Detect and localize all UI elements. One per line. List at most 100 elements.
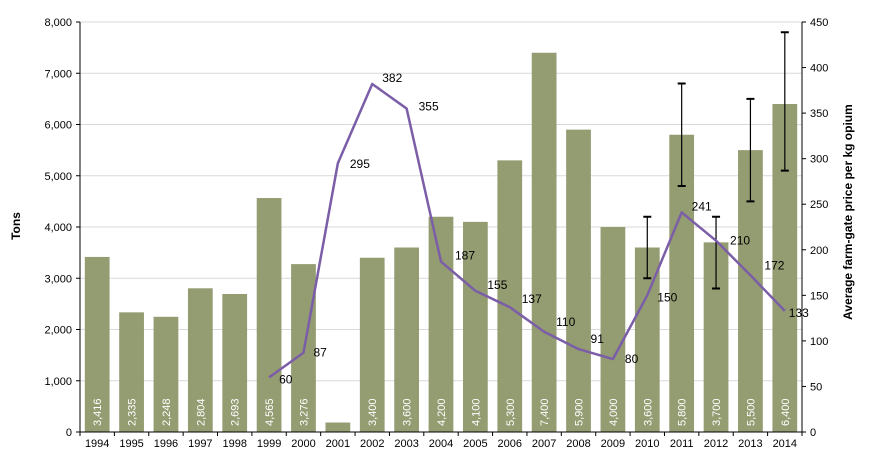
x-tick-label-2000: 2000 bbox=[291, 438, 315, 450]
axes bbox=[76, 21, 806, 436]
x-tick-label-2007: 2007 bbox=[532, 438, 556, 450]
right-tick-label: 300 bbox=[810, 154, 828, 166]
bar-label-2002: 3,400 bbox=[367, 398, 379, 426]
bar-1997 bbox=[187, 288, 213, 432]
right-tick-label: 50 bbox=[810, 381, 822, 393]
x-tick-label-1999: 1999 bbox=[257, 438, 281, 450]
price-label-2009: 80 bbox=[625, 352, 639, 366]
bar-label-2006: 5,300 bbox=[505, 398, 517, 426]
x-tick-label-2013: 2013 bbox=[738, 438, 762, 450]
bar-label-2011: 5,800 bbox=[677, 398, 689, 426]
left-tick-label: 6,000 bbox=[44, 120, 72, 132]
bar-1996 bbox=[153, 316, 179, 432]
bar-1998 bbox=[222, 293, 248, 432]
right-tick-label: 0 bbox=[810, 427, 816, 439]
bar-2001 bbox=[325, 422, 351, 432]
x-tick-label-2002: 2002 bbox=[360, 438, 384, 450]
price-label-2007: 110 bbox=[556, 315, 575, 329]
x-tick-label-2009: 2009 bbox=[601, 438, 625, 450]
bar-label-2008: 5,900 bbox=[574, 398, 586, 426]
x-tick-label-2001: 2001 bbox=[326, 438, 350, 450]
right-tick-label: 200 bbox=[810, 245, 828, 257]
price-line bbox=[268, 82, 786, 379]
bar-label-2010: 3,600 bbox=[642, 398, 654, 426]
price-label-2006: 137 bbox=[522, 292, 542, 306]
x-tick-label-2014: 2014 bbox=[773, 438, 797, 450]
right-tick-label: 150 bbox=[810, 290, 828, 302]
y-axis-left-title: Tons bbox=[9, 212, 23, 240]
price-label-2012: 210 bbox=[730, 234, 750, 248]
bar-label-2005: 4,100 bbox=[470, 398, 482, 426]
bar-2009 bbox=[600, 227, 626, 432]
bar-label-1996: 2,248 bbox=[161, 398, 173, 426]
bar-label-1994: 3,416 bbox=[92, 398, 104, 426]
x-tick-label-1998: 1998 bbox=[222, 438, 246, 450]
bar-label-1998: 2,693 bbox=[230, 398, 242, 426]
left-tick-label: 7,000 bbox=[44, 68, 72, 80]
bar-2002 bbox=[359, 257, 385, 432]
production-bars bbox=[84, 52, 798, 432]
price-line-group bbox=[268, 82, 786, 379]
left-tick-label: 0 bbox=[66, 427, 72, 439]
price-label-1999: 60 bbox=[279, 372, 293, 386]
price-label-2000: 87 bbox=[313, 346, 327, 360]
x-tick-label-2005: 2005 bbox=[463, 438, 487, 450]
left-tick-label: 8,000 bbox=[44, 17, 72, 29]
x-tick-label-1994: 1994 bbox=[85, 438, 109, 450]
right-tick-label: 100 bbox=[810, 336, 828, 348]
bar-1995 bbox=[119, 312, 144, 432]
right-tick-label: 450 bbox=[810, 17, 828, 29]
x-tick-label-2011: 2011 bbox=[670, 438, 694, 450]
bar-2006 bbox=[497, 160, 523, 432]
tick-labels: 0 1,000 2,000 3,000 4,000 5,000 6,000 7,000 8,00… bbox=[44, 17, 828, 450]
bar-label-2004: 4,200 bbox=[436, 398, 448, 426]
bar-2003 bbox=[394, 247, 419, 432]
error-bar-2011 bbox=[677, 82, 686, 187]
bar-label-2009: 4,000 bbox=[608, 398, 620, 426]
bar-value-labels: 3,416 2,335 2,248 2,804 2,693 4,565 3,276 3,400… bbox=[92, 398, 792, 426]
y-axis-right-title: Average farm-gate price per kg opium bbox=[841, 104, 855, 320]
error-bar-2012 bbox=[712, 215, 721, 290]
bar-2004 bbox=[428, 216, 454, 432]
bar-label-1999: 4,565 bbox=[264, 398, 276, 426]
bar-label-2000: 3,276 bbox=[298, 398, 310, 426]
price-label-2001: 295 bbox=[350, 157, 370, 171]
price-label-2014: 133 bbox=[789, 306, 809, 320]
bar-1994 bbox=[84, 256, 110, 432]
bar-label-2014: 6,400 bbox=[780, 398, 792, 426]
bar-2008 bbox=[566, 129, 591, 432]
error-bar-2013 bbox=[746, 97, 755, 203]
bar-label-2013: 5,500 bbox=[745, 398, 757, 426]
error-bar-2010 bbox=[643, 215, 652, 280]
price-label-2008: 91 bbox=[591, 332, 605, 346]
price-label-2003: 355 bbox=[419, 100, 439, 114]
price-label-2013: 172 bbox=[764, 258, 784, 272]
bar-label-2007: 7,400 bbox=[539, 398, 551, 426]
left-tick-label: 4,000 bbox=[44, 222, 72, 234]
bar-label-2003: 3,600 bbox=[402, 398, 414, 426]
price-value-labels: 60 87 295 382 355 187 155 137 110 91 80 150 241 210 17… bbox=[279, 71, 809, 386]
price-label-2002: 382 bbox=[382, 71, 402, 85]
left-tick-label: 2,000 bbox=[44, 325, 72, 337]
x-tick-label-2012: 2012 bbox=[704, 438, 728, 450]
bar-2005 bbox=[463, 221, 488, 432]
bar-1999 bbox=[256, 198, 282, 432]
x-tick-label-2006: 2006 bbox=[498, 438, 522, 450]
error-bars bbox=[643, 31, 789, 290]
x-tick-label-2004: 2004 bbox=[429, 438, 453, 450]
x-tick-label-1997: 1997 bbox=[188, 438, 212, 450]
bar-2007 bbox=[531, 52, 557, 432]
x-tick-label-1996: 1996 bbox=[154, 438, 178, 450]
price-label-2011: 241 bbox=[692, 199, 712, 213]
price-label-2004: 187 bbox=[455, 249, 475, 263]
x-tick-label-2008: 2008 bbox=[566, 438, 590, 450]
left-tick-label: 1,000 bbox=[44, 376, 72, 388]
x-tick-label-2003: 2003 bbox=[394, 438, 418, 450]
right-tick-label: 350 bbox=[810, 108, 828, 120]
x-tick-label-1995: 1995 bbox=[119, 438, 143, 450]
bar-label-2012: 3,700 bbox=[711, 398, 723, 426]
right-tick-label: 250 bbox=[810, 199, 828, 211]
left-tick-label: 3,000 bbox=[44, 273, 72, 285]
bar-label-1997: 2,804 bbox=[195, 398, 207, 426]
